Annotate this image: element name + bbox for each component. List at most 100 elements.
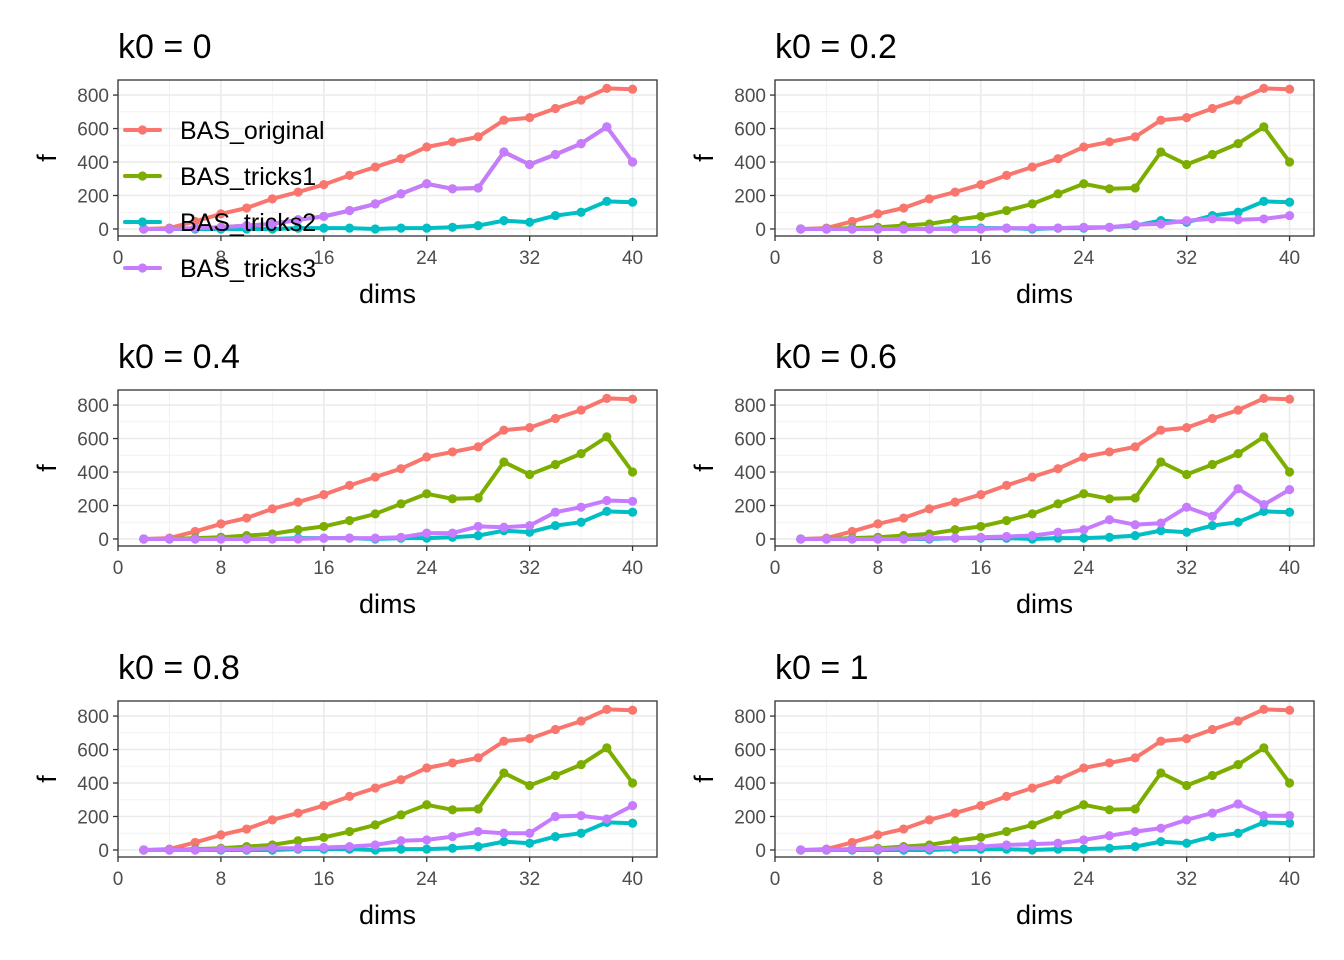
data-point-BAS_tricks3 bbox=[1259, 500, 1269, 510]
data-point-BAS_original bbox=[525, 734, 535, 744]
legend-label: BAS_tricks3 bbox=[180, 255, 316, 283]
data-point-BAS_tricks3 bbox=[319, 842, 329, 853]
data-point-BAS_tricks2 bbox=[1079, 844, 1089, 854]
data-point-BAS_original bbox=[216, 209, 226, 219]
data-point-BAS_original bbox=[499, 115, 509, 125]
data-point-BAS_original bbox=[499, 736, 509, 746]
data-point-BAS_original bbox=[190, 837, 200, 848]
data-point-BAS_original bbox=[267, 194, 277, 204]
data-point-BAS_tricks1 bbox=[1104, 805, 1115, 815]
data-point-BAS_original bbox=[1079, 763, 1089, 773]
data-point-BAS_tricks3 bbox=[924, 533, 934, 543]
data-point-BAS_tricks3 bbox=[1259, 214, 1269, 224]
data-point-BAS_original bbox=[525, 113, 535, 123]
data-point-BAS_tricks3 bbox=[1053, 223, 1063, 233]
y-tick-label: 0 bbox=[755, 530, 766, 551]
data-point-BAS_tricks1 bbox=[950, 525, 960, 535]
data-point-BAS_tricks3 bbox=[139, 534, 149, 544]
data-point-BAS_tricks1 bbox=[1079, 179, 1089, 189]
data-point-BAS_tricks2 bbox=[396, 223, 406, 233]
data-point-BAS_tricks3 bbox=[873, 224, 883, 234]
data-point-BAS_tricks2 bbox=[576, 207, 586, 217]
data-point-BAS_tricks3 bbox=[216, 844, 226, 854]
data-point-BAS_tricks3 bbox=[796, 845, 806, 855]
panel-6: k0 = 1 0 200 400 600 800 0 8 16 24 32 40 dims f bbox=[689, 649, 1315, 930]
data-point-BAS_tricks3 bbox=[924, 224, 934, 234]
y-axis-label: f bbox=[32, 154, 62, 162]
x-tick-label: 8 bbox=[873, 248, 884, 269]
data-point-BAS_original bbox=[847, 216, 857, 227]
data-point-BAS_original bbox=[1104, 447, 1115, 457]
data-point-BAS_tricks1 bbox=[1259, 122, 1269, 132]
data-point-BAS_tricks1 bbox=[950, 215, 960, 225]
data-point-BAS_tricks3 bbox=[293, 843, 303, 853]
data-point-BAS_original bbox=[950, 187, 960, 197]
x-tick-label: 32 bbox=[519, 248, 540, 269]
data-point-BAS_original bbox=[396, 464, 406, 474]
data-point-BAS_original bbox=[1259, 704, 1269, 714]
data-point-BAS_tricks3 bbox=[447, 831, 458, 842]
x-tick-label: 32 bbox=[519, 558, 540, 579]
data-point-BAS_tricks3 bbox=[576, 811, 586, 821]
data-point-BAS_original bbox=[447, 758, 458, 768]
data-point-BAS_tricks3 bbox=[216, 222, 226, 232]
data-point-BAS_original bbox=[267, 504, 277, 514]
panel-3: k0 = 0.4 0 200 400 600 800 0 8 16 24 32 40 dims f bbox=[32, 338, 658, 619]
data-point-BAS_tricks1 bbox=[1130, 804, 1140, 814]
data-point-BAS_tricks3 bbox=[242, 221, 252, 231]
data-point-BAS_tricks3 bbox=[821, 845, 832, 855]
data-point-BAS_tricks3 bbox=[164, 224, 175, 234]
data-point-BAS_tricks3 bbox=[1156, 518, 1166, 528]
data-point-BAS_tricks3 bbox=[899, 843, 909, 853]
series-group bbox=[796, 393, 1295, 544]
data-point-BAS_tricks3 bbox=[216, 534, 226, 544]
y-tick-label: 400 bbox=[77, 463, 109, 484]
data-point-BAS_tricks3 bbox=[821, 534, 832, 544]
y-tick-label: 200 bbox=[734, 496, 766, 517]
data-point-BAS_original bbox=[1001, 791, 1012, 802]
data-point-BAS_original bbox=[1053, 154, 1063, 164]
panel-title: k0 = 0.8 bbox=[118, 649, 240, 687]
data-point-BAS_tricks3 bbox=[602, 814, 612, 824]
data-point-BAS_original bbox=[1233, 405, 1243, 415]
x-tick-label: 0 bbox=[113, 558, 124, 579]
x-tick-label: 40 bbox=[1279, 248, 1300, 269]
data-point-BAS_tricks3 bbox=[1182, 815, 1192, 825]
data-point-BAS_tricks3 bbox=[1027, 531, 1037, 541]
panel-5: k0 = 0.8 0 200 400 600 800 0 8 16 24 32 40 dims f bbox=[32, 649, 658, 930]
data-point-BAS_tricks3 bbox=[1233, 799, 1243, 809]
data-point-BAS_original bbox=[899, 203, 909, 213]
data-point-BAS_tricks2 bbox=[1284, 197, 1295, 207]
data-point-BAS_original bbox=[1182, 423, 1192, 433]
data-point-BAS_original bbox=[627, 394, 638, 404]
y-tick-label: 800 bbox=[77, 707, 109, 728]
y-tick-label: 600 bbox=[77, 741, 109, 762]
data-point-BAS_original bbox=[422, 452, 432, 462]
data-point-BAS_tricks3 bbox=[293, 534, 303, 544]
data-point-BAS_tricks3 bbox=[1130, 520, 1140, 530]
data-point-BAS_tricks3 bbox=[1001, 840, 1012, 850]
data-point-BAS_tricks3 bbox=[525, 520, 535, 531]
x-tick-label: 24 bbox=[416, 248, 438, 269]
x-tick-label: 32 bbox=[1176, 558, 1197, 579]
data-point-BAS_original bbox=[242, 824, 252, 834]
y-tick-label: 0 bbox=[755, 841, 766, 862]
data-point-BAS_original bbox=[627, 84, 638, 94]
data-point-BAS_original bbox=[319, 801, 329, 811]
data-point-BAS_tricks3 bbox=[1053, 527, 1063, 537]
panel-border bbox=[774, 389, 1315, 547]
data-point-BAS_tricks2 bbox=[602, 506, 612, 516]
panel-border bbox=[774, 700, 1315, 858]
data-point-BAS_tricks3 bbox=[190, 223, 200, 233]
data-point-BAS_tricks3 bbox=[1053, 838, 1063, 848]
data-point-BAS_tricks2 bbox=[576, 517, 586, 527]
data-point-BAS_tricks1 bbox=[499, 457, 509, 467]
data-point-BAS_tricks3 bbox=[602, 122, 612, 132]
data-point-BAS_tricks3 bbox=[499, 522, 509, 532]
data-point-BAS_tricks3 bbox=[1207, 214, 1217, 224]
data-point-BAS_tricks3 bbox=[422, 528, 432, 538]
data-point-BAS_tricks1 bbox=[576, 760, 586, 770]
data-point-BAS_tricks2 bbox=[396, 844, 406, 854]
data-point-BAS_tricks3 bbox=[499, 147, 509, 157]
